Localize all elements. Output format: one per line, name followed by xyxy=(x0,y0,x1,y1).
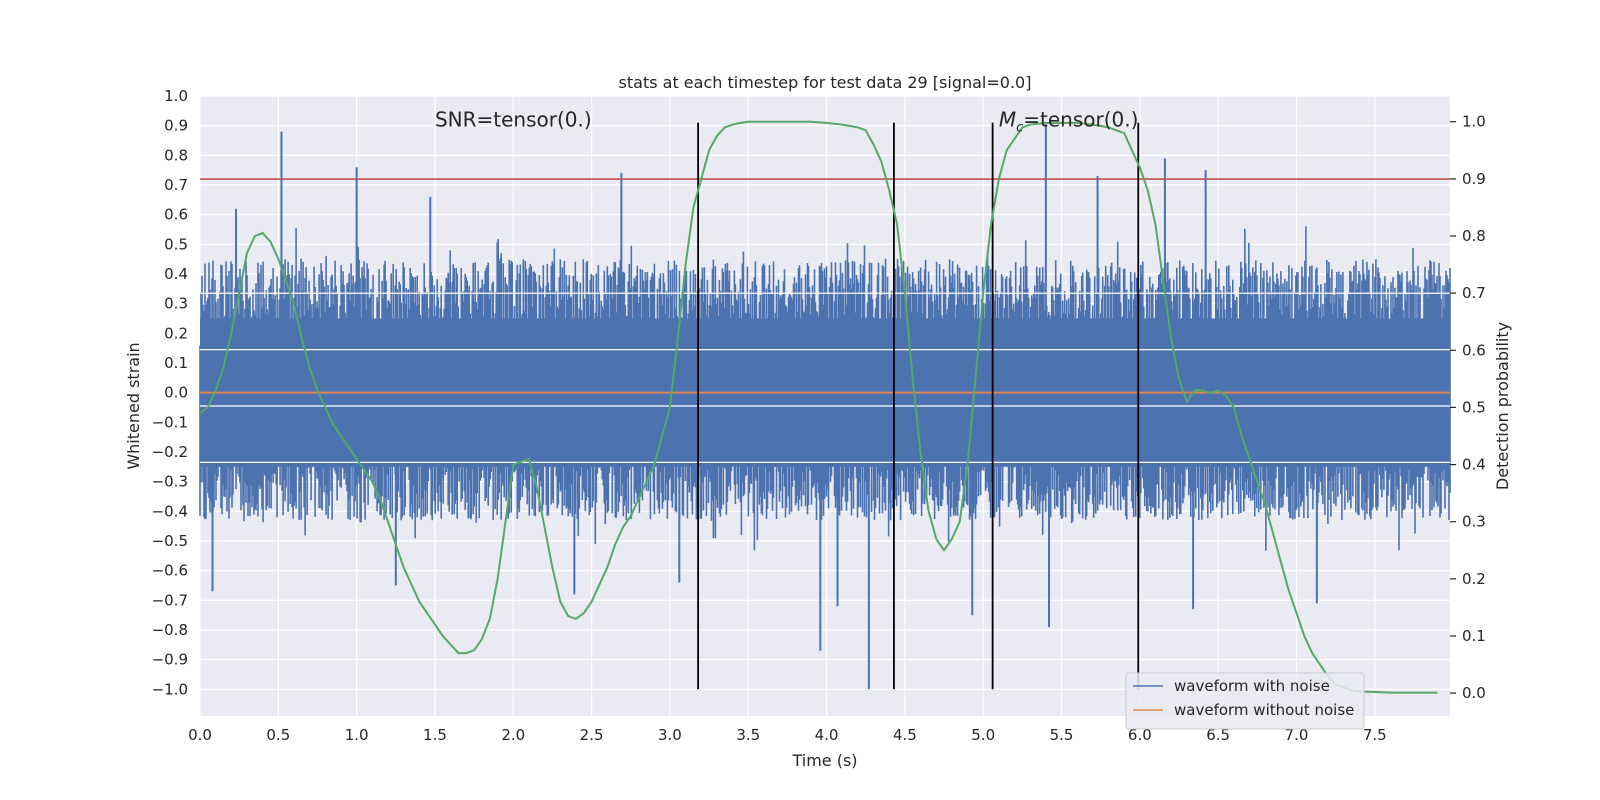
x-tick-label: 2.0 xyxy=(501,726,525,744)
y2-tick-label: 0.8 xyxy=(1462,227,1486,245)
y2-tick-label: 0.6 xyxy=(1462,341,1486,359)
y-tick-label: 0.5 xyxy=(164,235,188,253)
x-tick-label: 4.5 xyxy=(893,726,917,744)
x-axis-label: Time (s) xyxy=(791,751,857,770)
y-tick-label: −0.8 xyxy=(152,621,188,639)
x-tick-label: 7.5 xyxy=(1363,726,1387,744)
y-tick-label: 0.3 xyxy=(164,295,188,313)
y2-tick-label: 0.9 xyxy=(1462,170,1486,188)
y2-tick-label: 0.2 xyxy=(1462,570,1486,588)
x-tick-label: 6.0 xyxy=(1128,726,1152,744)
x-tick-label: 2.5 xyxy=(580,726,604,744)
legend-label-waveform-without-noise: waveform without noise xyxy=(1174,701,1354,719)
vertical-markers xyxy=(697,122,1140,690)
y-tick-label: −0.7 xyxy=(152,591,188,609)
probability-line xyxy=(199,120,1438,694)
x-tick-label: 5.5 xyxy=(1050,726,1074,744)
y2-tick-label: 0.4 xyxy=(1462,456,1486,474)
x-tick-label: 0.0 xyxy=(188,726,212,744)
y-tick-label: 0.8 xyxy=(164,146,188,164)
y2-tick-label: 0.5 xyxy=(1462,398,1486,416)
legend: waveform with noise waveform without noi… xyxy=(1125,672,1365,730)
y-tick-label: 0.7 xyxy=(164,176,188,194)
y2-tick-label: 0.3 xyxy=(1462,513,1486,531)
y-tick-label: −0.9 xyxy=(152,651,188,669)
y-tick-label: −1.0 xyxy=(152,680,188,698)
legend-box xyxy=(1125,672,1365,730)
y-tick-label: −0.1 xyxy=(152,413,188,431)
y-tick-label: 0.0 xyxy=(164,384,188,402)
x-tick-label: 0.5 xyxy=(266,726,290,744)
mc-annotation: Mc=tensor(0.) xyxy=(999,108,1139,136)
x-tick-label: 1.5 xyxy=(423,726,447,744)
mc-symbol: M xyxy=(999,108,1016,132)
x-tick-label: 5.0 xyxy=(971,726,995,744)
y-tick-label: −0.6 xyxy=(152,562,188,580)
detection-probability-series xyxy=(199,120,1438,694)
y-tick-label: 0.2 xyxy=(164,324,188,342)
y2-axis-label: Detection probability xyxy=(1493,322,1512,490)
mc-value: =tensor(0.) xyxy=(1023,108,1138,132)
y-tick-label: −0.4 xyxy=(152,502,188,520)
y-tick-label: 0.4 xyxy=(164,265,188,283)
white-hlines xyxy=(200,292,1450,463)
axis-ticks: 0.0 0.5 1.0 1.5 2.0 2.5 3.0 3.5 4.0 4.5 5.0 5.5 6.0 6… xyxy=(152,87,1486,744)
y-tick-label: −0.5 xyxy=(152,532,188,550)
y-tick-label: 0.6 xyxy=(164,206,188,224)
legend-label-waveform-with-noise: waveform with noise xyxy=(1174,677,1330,695)
x-tick-label: 4.0 xyxy=(815,726,839,744)
x-tick-label: 6.5 xyxy=(1206,726,1230,744)
y-axis-label: Whitened strain xyxy=(124,342,143,469)
chart-title: stats at each timestep for test data 29 … xyxy=(619,73,1032,92)
y2-tick-label: 1.0 xyxy=(1462,113,1486,131)
y-tick-label: 0.9 xyxy=(164,117,188,135)
y2-tick-label: 0.7 xyxy=(1462,284,1486,302)
y2-tick-label: 0.1 xyxy=(1462,627,1486,645)
mc-subscript: c xyxy=(1016,121,1023,136)
y-tick-label: −0.2 xyxy=(152,443,188,461)
x-tick-label: 3.0 xyxy=(658,726,682,744)
y-tick-label: 1.0 xyxy=(164,87,188,105)
y-tick-label: −0.3 xyxy=(152,473,188,491)
snr-annotation: SNR=tensor(0.) xyxy=(435,108,592,132)
y-tick-label: 0.1 xyxy=(164,354,188,372)
x-tick-label: 3.5 xyxy=(736,726,760,744)
x-tick-label: 1.0 xyxy=(345,726,369,744)
x-tick-label: 7.0 xyxy=(1285,726,1309,744)
y2-tick-label: 0.0 xyxy=(1462,684,1486,702)
